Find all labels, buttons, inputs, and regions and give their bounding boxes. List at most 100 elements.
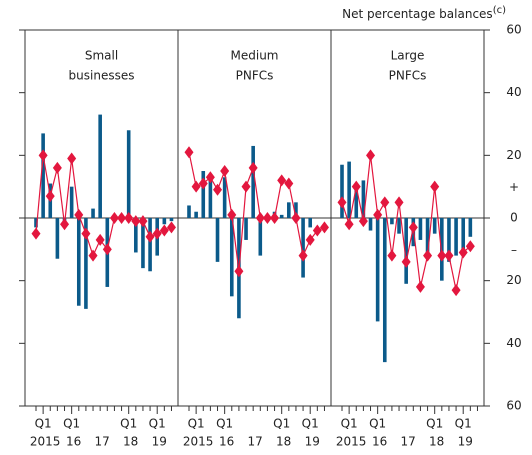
diamond-marker [145, 230, 155, 243]
bar [361, 180, 366, 218]
diamond-marker [262, 212, 272, 224]
y-tick-label: 40 [506, 336, 521, 350]
panel-title: Medium [231, 49, 279, 63]
diamond-marker [465, 240, 475, 253]
bar [340, 164, 344, 218]
bar [397, 218, 401, 234]
year-label: 2015 [183, 435, 214, 449]
diamond-marker [227, 208, 237, 221]
diamond-marker [38, 149, 48, 162]
x-tick-label: Q1 [369, 417, 386, 431]
bar [208, 174, 213, 218]
bar [301, 218, 305, 278]
year-label: 17 [401, 435, 416, 449]
year-label: 16 [219, 435, 234, 449]
x-tick-label: Q1 [341, 417, 358, 431]
y-axis-label-text: Net percentage balances [342, 7, 493, 21]
year-label: 2015 [30, 435, 61, 449]
bar [148, 218, 152, 272]
bar [354, 186, 359, 218]
diamond-marker [277, 174, 287, 187]
bar [347, 161, 351, 218]
bar [222, 177, 227, 218]
year-label: 19 [305, 435, 320, 449]
bar [375, 218, 380, 322]
bar [468, 218, 473, 237]
bar [141, 218, 145, 269]
diamond-marker [444, 249, 454, 262]
bar [258, 218, 263, 256]
y-tick-label: 0 [510, 211, 518, 225]
bar [308, 218, 313, 228]
diamond-marker [234, 265, 244, 278]
bar [244, 218, 248, 240]
diamond-marker [60, 218, 70, 231]
diamond-marker [408, 221, 418, 234]
diamond-marker [437, 249, 447, 262]
bar [432, 218, 437, 234]
bar [91, 208, 95, 218]
diamond-marker [220, 165, 230, 177]
y-tick-label: 60 [506, 23, 521, 37]
y-tick-label: 20 [506, 148, 521, 162]
diamond-marker [337, 196, 347, 209]
panel-title: PNFCs [236, 69, 274, 83]
diamond-marker [380, 196, 390, 209]
x-tick-label: Q1 [63, 417, 80, 431]
bar [34, 218, 38, 228]
diamond-marker [298, 249, 308, 262]
y-tick-label: 20 [506, 273, 521, 287]
diamond-marker [284, 177, 294, 190]
sign-annotation: – [511, 243, 517, 257]
year-label: 18 [276, 435, 291, 449]
bar [126, 130, 131, 218]
bar [404, 218, 408, 284]
year-label: 16 [66, 435, 81, 449]
x-tick-label: Q1 [455, 417, 472, 431]
bar [201, 171, 206, 218]
bar [194, 211, 198, 218]
bar [41, 133, 45, 218]
diamond-marker [248, 161, 258, 174]
diamond-marker [138, 215, 148, 228]
bar [382, 218, 387, 363]
year-label: 17 [95, 435, 110, 449]
diamond-marker [358, 215, 368, 228]
bar [461, 218, 466, 256]
diamond-marker [191, 180, 201, 193]
diamond-marker [52, 161, 62, 174]
year-label: 19 [458, 435, 473, 449]
bar [287, 202, 291, 218]
diamond-marker [67, 152, 77, 165]
diamond-marker [131, 215, 141, 228]
bar [69, 186, 74, 218]
bar [390, 218, 394, 225]
x-tick-label: Q1 [188, 417, 205, 431]
diamond-marker [74, 208, 84, 221]
diamond-marker [31, 227, 41, 240]
diamond-marker [213, 183, 223, 196]
diamond-marker [270, 212, 280, 224]
bar [425, 218, 430, 253]
diamond-marker [184, 146, 194, 159]
diamond-marker [312, 224, 322, 237]
diamond-marker [344, 218, 354, 231]
diamond-marker [152, 227, 162, 240]
y-axis-label-note: (c) [493, 5, 506, 16]
diamond-marker [415, 280, 425, 293]
bar [84, 218, 88, 309]
diamond-marker [81, 227, 91, 240]
diamond-marker [351, 180, 361, 193]
year-label: 17 [248, 435, 263, 449]
bar [418, 218, 423, 240]
x-tick-label: Q1 [216, 417, 233, 431]
bar [187, 205, 191, 218]
diamond-marker [373, 208, 383, 221]
diamond-marker [319, 221, 329, 234]
year-label: 18 [123, 435, 138, 449]
x-tick-label: Q1 [149, 417, 166, 431]
panel-title: Small [85, 49, 118, 63]
diamond-marker [124, 212, 134, 224]
diamond-marker [159, 224, 169, 237]
bar [279, 214, 284, 218]
